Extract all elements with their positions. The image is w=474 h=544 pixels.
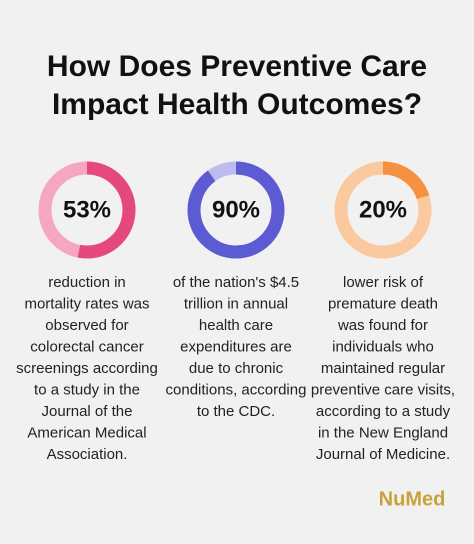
stat-description: health care: [199, 317, 273, 334]
stat-description: Journal of Medicine.: [316, 446, 450, 463]
stat-description: individuals who: [332, 338, 434, 355]
stat-description: screenings according: [16, 360, 158, 377]
stat-description: in the New England: [318, 424, 448, 441]
stat-description: to the CDC.: [197, 403, 275, 420]
title: Impact Health Outcomes?: [52, 88, 422, 121]
stat-value: 90%: [212, 196, 260, 223]
stat-description: conditions, according: [166, 381, 307, 398]
stat-description: trillion in annual: [184, 295, 288, 312]
stat-description: was found for: [337, 317, 428, 334]
stat-description: premature death: [328, 295, 438, 312]
stat-description: preventive care visits,: [311, 381, 455, 398]
donut-arc: [334, 161, 432, 259]
logo: NuMed: [379, 488, 446, 510]
stat-description: according to a study: [316, 403, 451, 420]
stat-description: Journal of the: [42, 403, 133, 420]
stat-description: American Medical: [27, 424, 146, 441]
stat-description: expenditures are: [180, 338, 292, 355]
stat-description: Association.: [47, 446, 128, 463]
stat-description: mortality rates was: [24, 295, 149, 312]
stat-value: 20%: [359, 196, 407, 223]
stat-description: lower risk of: [343, 274, 424, 291]
stat-description: to a study in the: [34, 381, 140, 398]
title: How Does Preventive Care: [47, 50, 427, 83]
stat-description: of the nation's $4.5: [173, 274, 299, 291]
stat-description: colorectal cancer: [30, 338, 143, 355]
stat-value: 53%: [63, 196, 111, 223]
donut-arc: [38, 161, 136, 259]
stat-description: maintained regular: [321, 360, 445, 377]
stat-description: due to chronic: [189, 360, 284, 377]
stat-description: observed for: [45, 317, 128, 334]
donut-arc: [187, 161, 285, 259]
stat-description: reduction in: [48, 274, 126, 291]
